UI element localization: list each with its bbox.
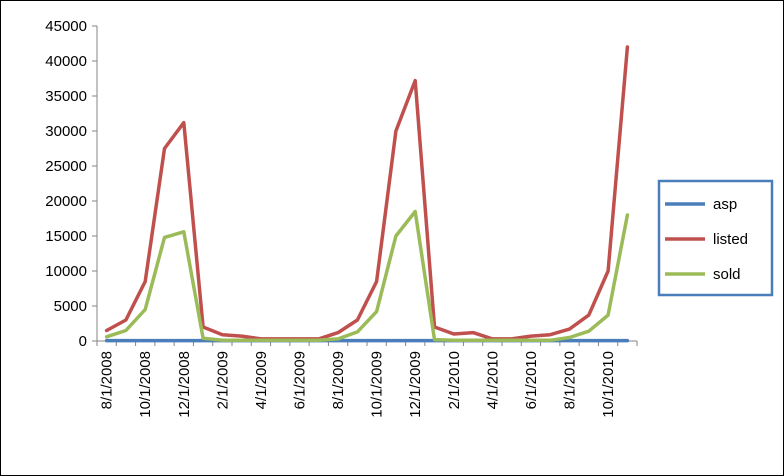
x-tick-label: 10/1/2009 (369, 351, 386, 418)
legend-label-asp: asp (713, 196, 737, 213)
x-tick-label: 10/1/2010 (600, 351, 617, 418)
x-tick-label: 6/1/2009 (292, 351, 309, 409)
x-tick-label: 4/1/2010 (484, 351, 501, 409)
x-tick-label: 2/1/2010 (446, 351, 463, 409)
series-line-sold (104, 209, 630, 343)
legend-label-listed: listed (713, 231, 748, 248)
series-lines (104, 45, 630, 343)
y-axis-ticks: 0 5000 10000 15000 20000 25000 30000 35000 40000… (45, 18, 97, 350)
legend: asp listed sold (657, 179, 774, 297)
x-axis-ticks: 8/1/2008 10/1/2008 12/1/2008 2/1/2009 4/1/20… (96, 341, 638, 418)
x-tick-label: 12/1/2009 (407, 351, 424, 418)
y-tick-label: 15000 (45, 228, 87, 245)
series-line-listed (104, 45, 630, 341)
x-tick-label: 10/1/2008 (137, 351, 154, 418)
y-tick-label: 35000 (45, 88, 87, 105)
legend-label-sold: sold (713, 266, 741, 283)
x-tick-label: 8/1/2009 (330, 351, 347, 409)
y-tick-label: 20000 (45, 193, 87, 210)
y-tick-label: 30000 (45, 123, 87, 140)
x-tick-label: 6/1/2010 (523, 351, 540, 409)
x-tick-label: 8/1/2008 (99, 351, 116, 409)
y-tick-label: 0 (79, 333, 87, 350)
x-tick-label: 2/1/2009 (214, 351, 231, 409)
y-tick-label: 40000 (45, 53, 87, 70)
axes (96, 26, 637, 342)
x-tick-label: 4/1/2009 (253, 351, 270, 409)
y-tick-label: 25000 (45, 158, 87, 175)
y-tick-label: 5000 (54, 298, 87, 315)
x-tick-label: 8/1/2010 (562, 351, 579, 409)
y-tick-label: 45000 (45, 18, 87, 35)
y-tick-label: 10000 (45, 263, 87, 280)
x-tick-label: 12/1/2008 (176, 351, 193, 418)
